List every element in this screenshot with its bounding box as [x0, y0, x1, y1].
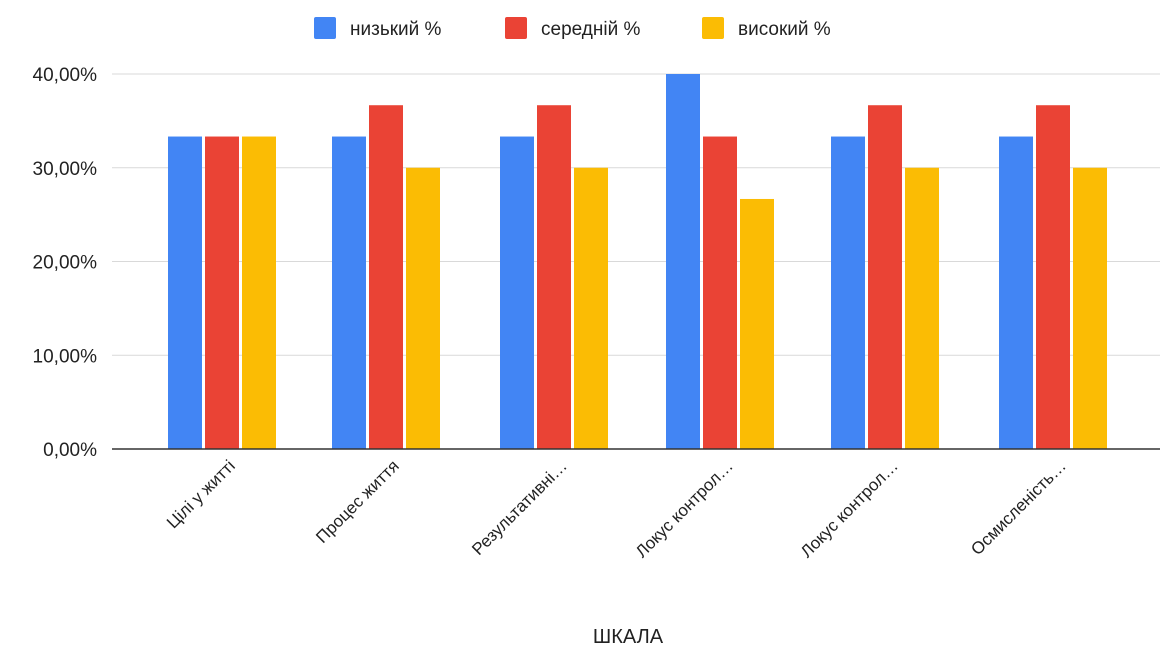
bar-high — [406, 167, 440, 449]
legend-label: високий % — [738, 19, 831, 40]
x-tick-label: Результативні… — [468, 456, 571, 559]
bar-medium — [205, 136, 239, 449]
bar-low — [831, 136, 865, 449]
x-tick-label: Локус контрол… — [797, 456, 902, 561]
y-tick-label: 10,00% — [33, 346, 98, 367]
x-axis-title: ШКАЛА — [593, 626, 664, 648]
legend-label: середній % — [541, 19, 640, 40]
y-tick-label: 40,00% — [33, 65, 98, 86]
bar-low — [666, 74, 700, 449]
bar-medium — [369, 105, 403, 449]
legend: низький % середній % високий % — [314, 17, 831, 40]
legend-swatch — [702, 17, 724, 39]
y-tick-label: 0,00% — [43, 440, 97, 461]
y-tick-label: 20,00% — [33, 253, 98, 274]
gridlines — [112, 73, 1160, 356]
bar-low — [332, 136, 366, 449]
bar-low — [500, 136, 534, 449]
x-tick-label: Локус контрол… — [632, 456, 737, 561]
bars — [168, 74, 1107, 449]
bar-low — [168, 136, 202, 449]
legend-label: низький % — [350, 19, 442, 40]
y-axis-ticks: 0,00% 10,00% 20,00% 30,00% 40,00% — [33, 65, 98, 461]
bar-low — [999, 136, 1033, 449]
legend-swatch — [314, 17, 336, 39]
bar-high — [740, 198, 774, 449]
x-tick-label: Процес життя — [312, 456, 403, 547]
bar-medium — [1036, 105, 1070, 449]
bar-medium — [537, 105, 571, 449]
bar-high — [242, 136, 276, 449]
bar-high — [574, 167, 608, 449]
bar-high — [905, 167, 939, 449]
x-axis-ticks: Цілі у житті Процес життя Результативні… Ло… — [163, 456, 1070, 561]
bar-medium — [703, 136, 737, 449]
bar-high — [1073, 167, 1107, 449]
x-tick-label: Осмисленість… — [967, 456, 1070, 559]
y-tick-label: 30,00% — [33, 159, 98, 180]
bar-medium — [868, 105, 902, 449]
x-tick-label: Цілі у житті — [163, 456, 239, 532]
legend-swatch — [505, 17, 527, 39]
